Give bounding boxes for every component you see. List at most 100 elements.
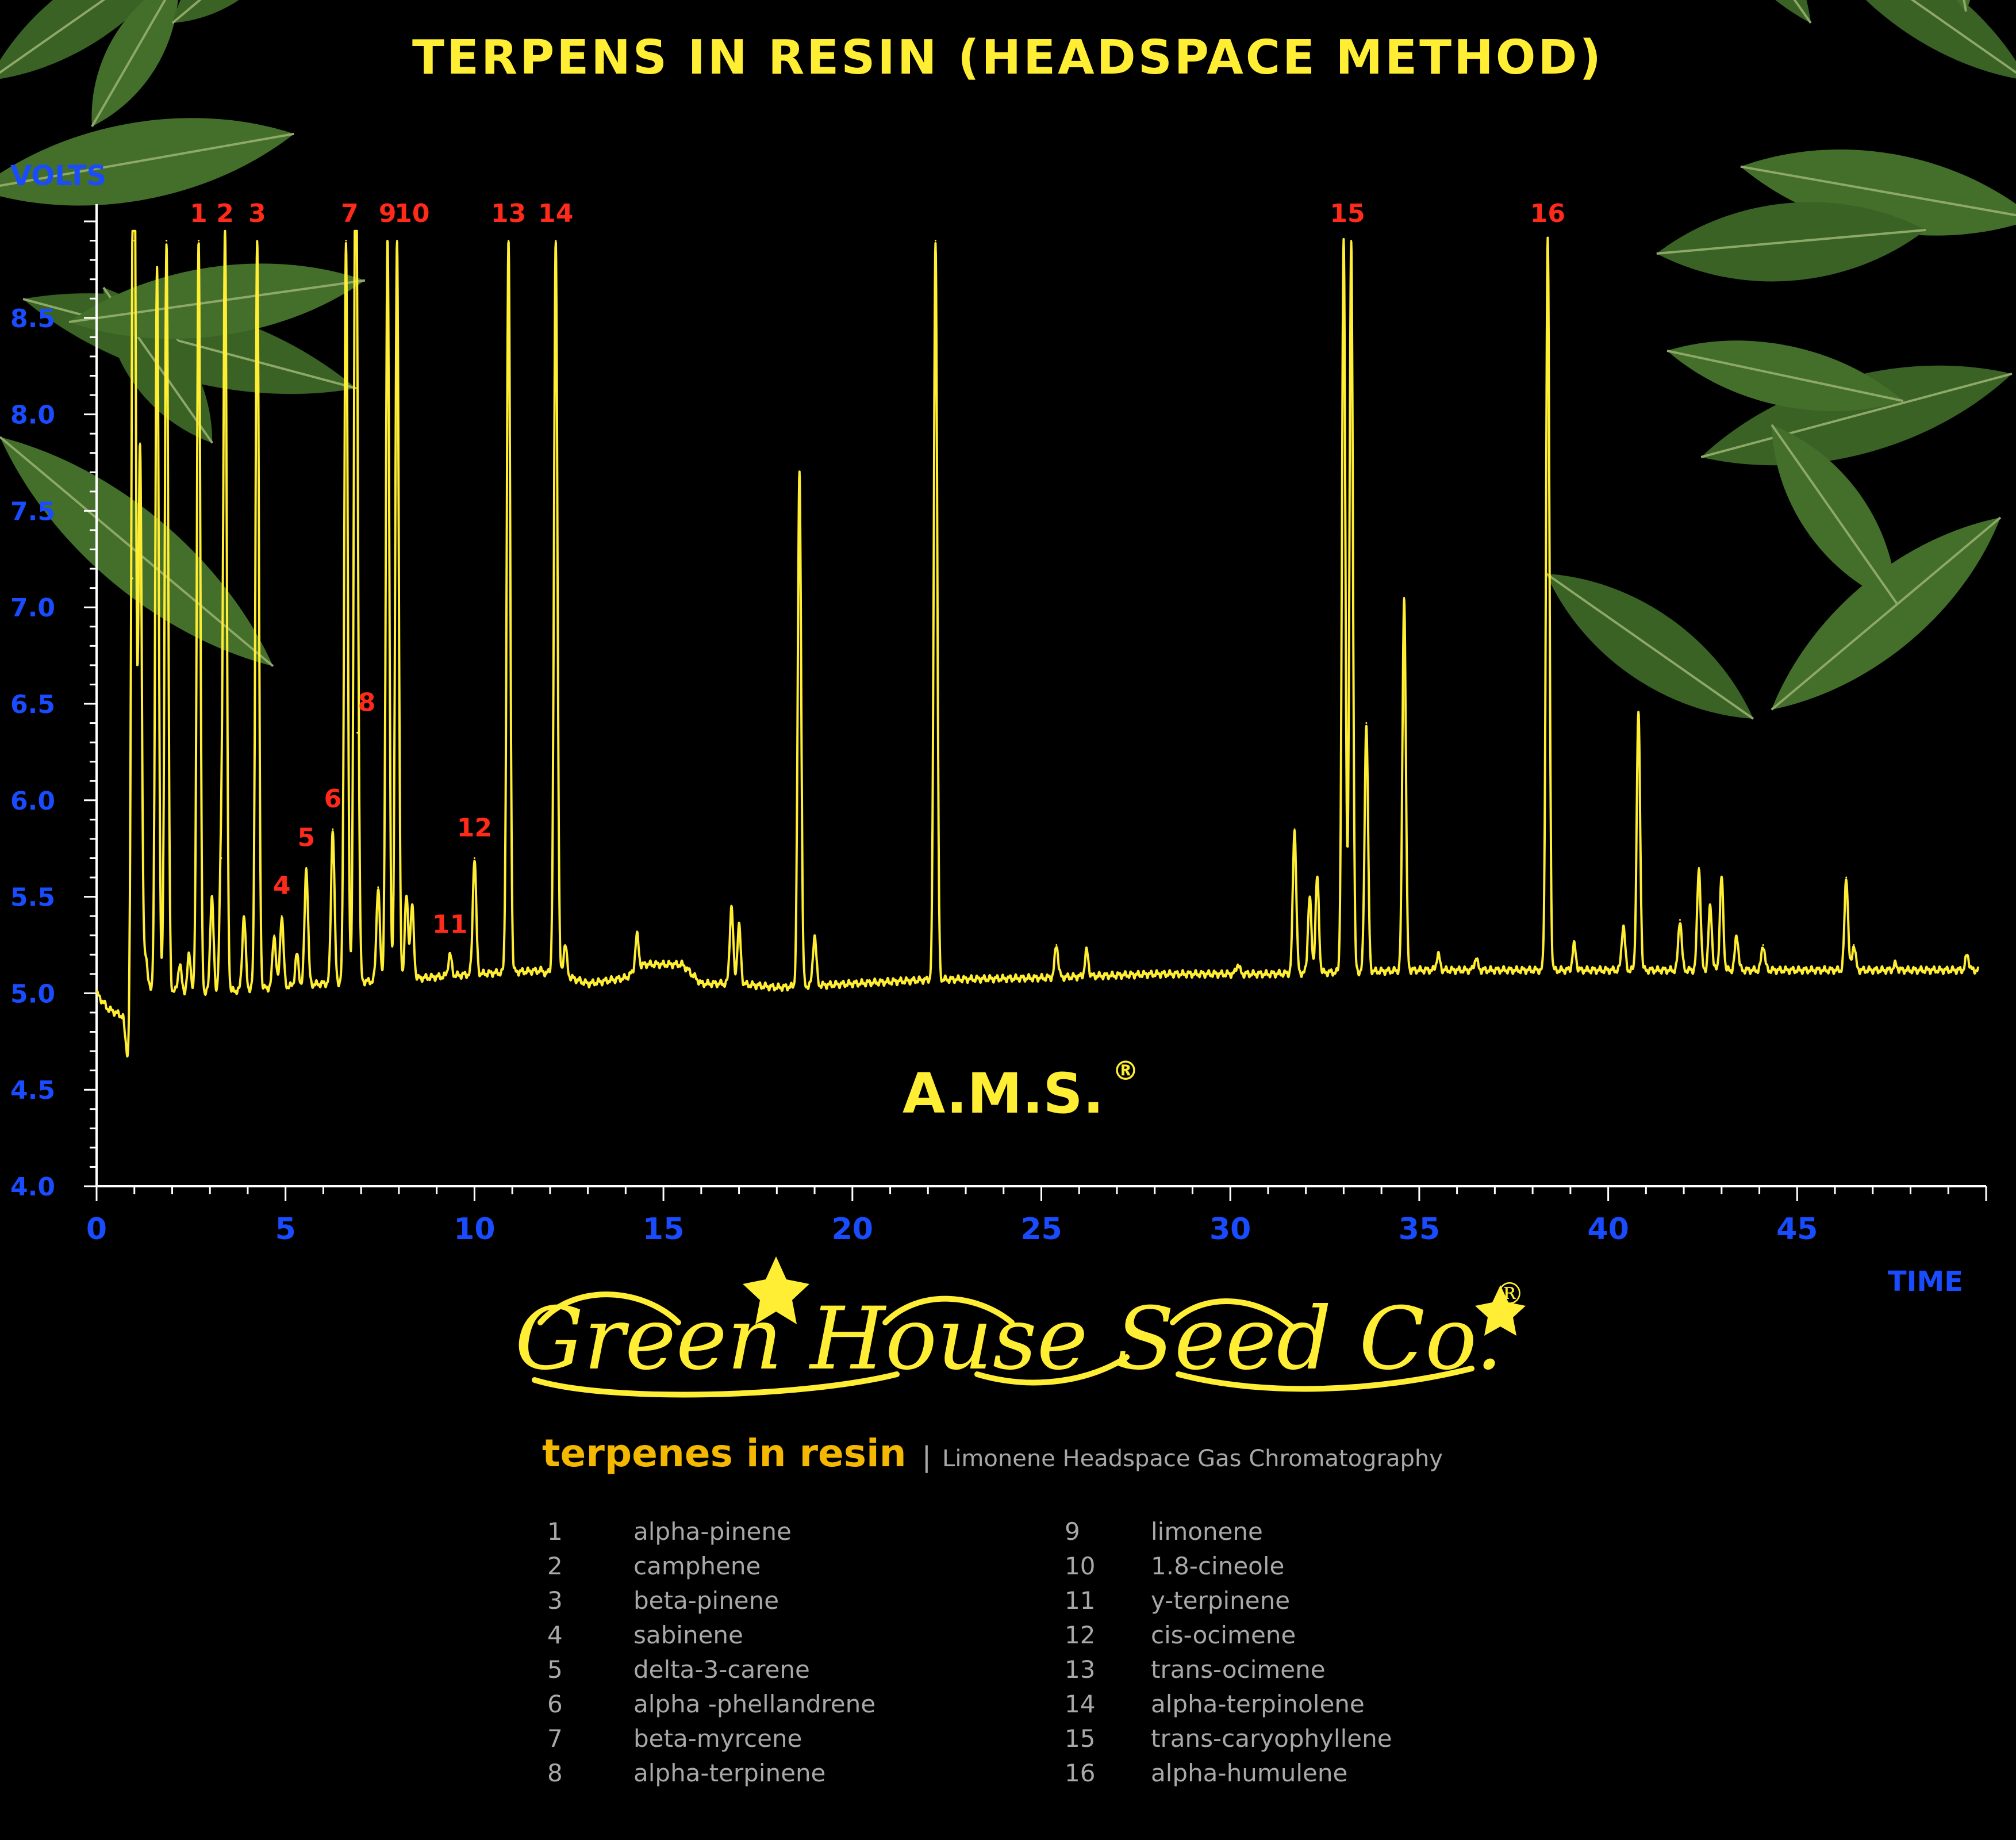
peak-point [281,915,283,917]
peak-point [1365,722,1368,724]
peak-point [224,240,226,242]
x-tick-label: 35 [1399,1212,1440,1247]
peak-label: 9 [379,199,397,228]
y-tick-label: 7.5 [10,497,55,526]
chart-title: TERPENS IN RESIN (HEADSPACE METHOD) [412,30,1603,85]
legend-name: camphene [633,1552,761,1580]
peak-point [345,240,347,242]
peak-point [1437,953,1439,956]
ams-brand: A.M.S. [903,1061,1104,1126]
peak-point [188,953,190,956]
logo-registered-mark: ® [1495,1277,1525,1312]
legend-number: 8 [547,1759,563,1787]
peak-point [197,240,199,242]
peak-point [1316,876,1318,879]
peak-point [273,934,275,937]
peak-point [636,934,638,937]
peak-point [1894,963,1896,965]
peak-point [1546,240,1549,242]
legend-name: alpha -phellandrene [633,1690,875,1718]
peak-point [256,240,258,242]
leaf-blade [1771,516,2002,711]
peak-point [730,905,732,907]
peak-point [386,240,389,242]
y-axis-label: VOLTS [10,160,106,192]
peak-label: 6 [324,784,342,814]
peak-point [377,886,379,888]
compound-legend: 1 alpha-pinene 2 camphene 3 beta-pinene 4 sabin… [547,1517,1392,1787]
y-tick-label: 5.5 [10,883,55,913]
peak-point [1637,712,1639,715]
leaf-blade [0,0,192,82]
peak-point [1698,867,1700,869]
y-tick-label: 6.0 [10,787,55,816]
y-tick-label: 4.0 [10,1172,55,1202]
ams-registered-mark: ® [1112,1055,1139,1086]
legend-number: 9 [1065,1517,1080,1546]
peak-label: 12 [457,813,492,842]
peak-point [1403,596,1406,599]
legend-name: beta-myrcene [633,1724,802,1753]
peak-label: 15 [1330,199,1365,228]
series-line [95,229,1980,1058]
leaf-blade [1771,424,1898,605]
x-tick-label: 5 [275,1212,296,1247]
legend-number: 12 [1065,1621,1095,1649]
peak-point [555,240,557,242]
x-tick-label: 15 [643,1212,684,1247]
legend-name: y-terpinene [1151,1586,1290,1615]
peak-point [156,269,158,271]
leaf-blade [1545,572,1754,720]
leaf-blade [1810,0,2016,82]
peak-point [738,925,740,927]
logo-swash [532,1291,1474,1398]
subtitle-main: terpenes in resin [542,1431,907,1475]
legend-name: cis-ocimene [1151,1621,1296,1649]
peak-point [1475,957,1477,960]
peak-point [356,731,359,734]
y-tick-label: 8.5 [10,304,55,334]
peak-point [411,905,413,907]
y-tick-label: 6.5 [10,690,55,719]
legend-name: delta-3-carene [633,1655,810,1684]
peak-point [405,896,408,898]
peak-point [179,963,181,965]
peak-label: 2 [216,199,234,228]
peak-label: 8 [358,688,376,717]
leaf-blade [1656,202,1926,282]
peak-point [1308,896,1311,898]
peak-point [1622,925,1625,927]
greenhouse-logo: Green House Seed Co. ® [515,1256,1526,1398]
peak-point [243,915,245,917]
peak-label: 3 [248,199,266,228]
leaf-blade [1740,150,2016,236]
peak-point [133,240,136,242]
subtitle-separator: | [922,1441,931,1473]
logo-text: Green House Seed Co. [515,1289,1503,1389]
peak-point [1237,963,1239,965]
legend-name: alpha-terpinolene [1151,1690,1365,1718]
peak-point [295,953,298,956]
axes: 4.0 4.5 5.0 5.5 6.0 6.5 7.0 7.5 8.0 8.5 0 5 10 15 20 25… [10,204,1987,1247]
subtitle: terpenes in resin | Limonene Headspace G… [542,1431,1443,1475]
peak-label: 5 [298,823,316,852]
peak-label: 4 [273,871,291,900]
legend-number: 4 [547,1621,563,1649]
peak-point [220,857,222,859]
legend-name: 1.8-cineole [1151,1552,1284,1580]
legend-name: trans-ocimene [1151,1655,1326,1684]
peak-point [1721,876,1723,879]
legend-number: 10 [1065,1552,1095,1580]
y-tick-label: 5.0 [10,979,55,1009]
leaf-blade [1666,340,1904,412]
x-tick-label: 0 [86,1212,107,1247]
leaf-blade [171,0,297,24]
legend-number: 16 [1065,1759,1095,1787]
peak-point [1342,240,1345,242]
peak-point [1845,876,1848,879]
legend-number: 7 [547,1724,563,1753]
legend-number: 15 [1065,1724,1095,1753]
logo-leaf-icon [743,1256,809,1324]
peak-label: 11 [432,910,467,939]
